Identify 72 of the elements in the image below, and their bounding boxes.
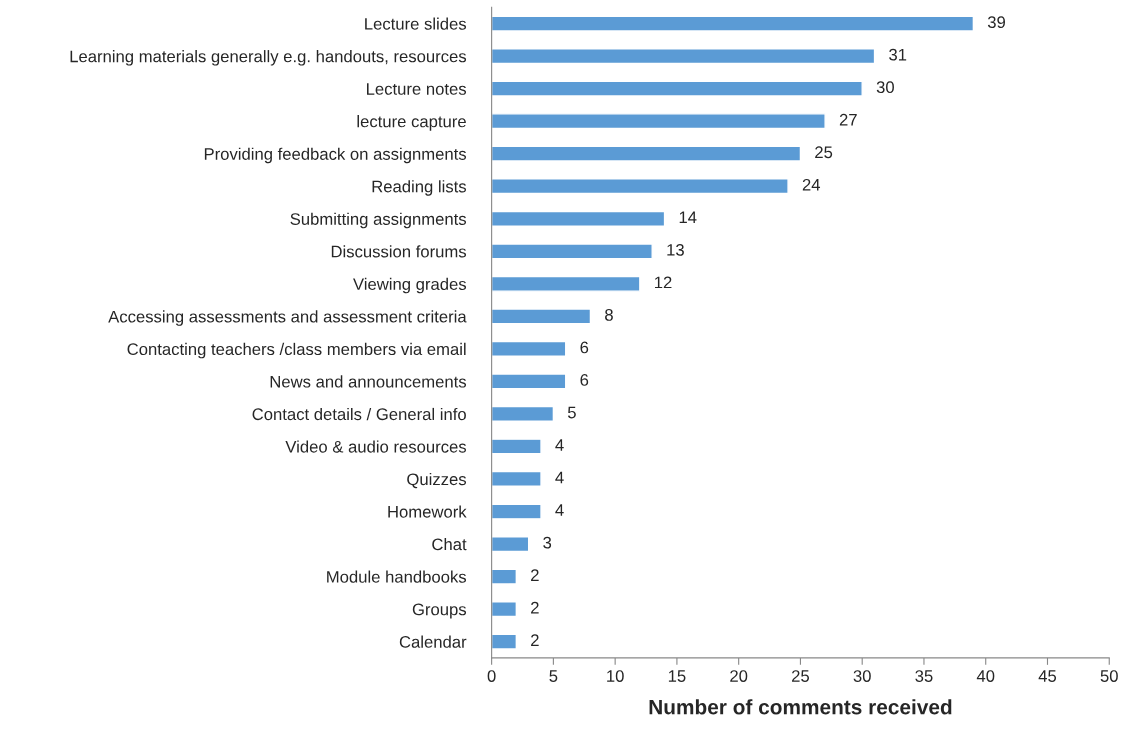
bar bbox=[491, 340, 567, 357]
y-tick-label: Viewing grades bbox=[353, 277, 467, 294]
y-tick-label: Lecture slides bbox=[365, 17, 467, 30]
bar bbox=[491, 568, 518, 585]
bar bbox=[491, 210, 666, 227]
data-label: 6 bbox=[580, 341, 589, 354]
bar bbox=[491, 405, 555, 422]
bar bbox=[491, 48, 876, 65]
data-label: 31 bbox=[889, 48, 907, 61]
bar bbox=[491, 178, 789, 195]
bar bbox=[491, 113, 826, 130]
bar bbox=[491, 308, 592, 325]
x-tick-label: 15 bbox=[668, 670, 686, 682]
data-label: 8 bbox=[605, 309, 613, 321]
y-tick-label: Providing feedback on assignments bbox=[204, 147, 467, 164]
bar bbox=[491, 633, 518, 650]
data-label: 39 bbox=[987, 16, 1006, 29]
y-tick-label: Quizzes bbox=[407, 472, 467, 489]
x-tick-label: 5 bbox=[549, 670, 558, 682]
y-tick-label: News and announcements bbox=[270, 375, 467, 388]
data-label: 14 bbox=[679, 211, 697, 224]
x-tick-label: 10 bbox=[607, 670, 624, 682]
y-tick-label: Learning materials generally e.g. handouts, resources bbox=[70, 50, 467, 66]
bar bbox=[491, 373, 567, 390]
data-label: 3 bbox=[543, 536, 552, 549]
y-tick-label: Reading lists bbox=[372, 180, 467, 196]
x-tick-label: 20 bbox=[730, 670, 748, 682]
bar bbox=[491, 80, 863, 97]
bar bbox=[491, 470, 542, 488]
y-tick-label: Chat bbox=[432, 538, 467, 551]
data-label: 12 bbox=[655, 276, 672, 289]
data-label: 24 bbox=[802, 178, 821, 191]
x-axis-title: Number of comments received bbox=[649, 699, 952, 715]
y-tick-label: Contact details / General info bbox=[252, 407, 466, 421]
y-tick-label: Module handbooks bbox=[327, 570, 467, 583]
y-tick-label: Groups bbox=[412, 603, 467, 619]
y-tick-label: lecture capture bbox=[357, 115, 466, 131]
data-label: 4 bbox=[555, 471, 564, 484]
x-tick-label: 40 bbox=[976, 670, 995, 682]
bar bbox=[491, 438, 542, 455]
bar bbox=[491, 145, 802, 162]
x-tick-label: 25 bbox=[792, 670, 810, 682]
data-label: 25 bbox=[815, 146, 833, 159]
bar bbox=[491, 15, 975, 32]
data-label: 5 bbox=[567, 406, 576, 419]
data-label: 4 bbox=[555, 504, 564, 516]
data-label: 2 bbox=[531, 569, 539, 581]
x-tick-label: 0 bbox=[487, 670, 496, 682]
x-tick-label: 30 bbox=[853, 670, 871, 682]
x-tick-label: 45 bbox=[1038, 670, 1057, 682]
y-tick-label: Submitting assignments bbox=[290, 212, 467, 229]
data-label: 27 bbox=[839, 113, 857, 126]
y-tick-label: Accessing assessments and assessment criteria bbox=[108, 310, 467, 326]
bar bbox=[491, 243, 653, 260]
data-label: 13 bbox=[667, 243, 684, 256]
x-tick-label: 50 bbox=[1100, 670, 1118, 682]
y-tick-label: Lecture notes bbox=[367, 83, 467, 95]
bar bbox=[491, 503, 542, 520]
bar bbox=[491, 275, 641, 292]
bar bbox=[491, 601, 518, 618]
y-tick-label: Calendar bbox=[399, 635, 467, 648]
y-tick-label: Video & audio resources bbox=[285, 440, 467, 453]
data-label: 4 bbox=[555, 439, 564, 451]
y-tick-label: Discussion forums bbox=[331, 245, 467, 258]
bar bbox=[491, 536, 530, 553]
data-label: 6 bbox=[580, 374, 589, 386]
y-tick-label: Contacting teachers /class members via email bbox=[127, 342, 466, 359]
data-label: 2 bbox=[531, 634, 539, 646]
y-tick-label: Homework bbox=[388, 505, 467, 518]
data-label: 2 bbox=[531, 601, 539, 614]
x-tick-label: 35 bbox=[915, 670, 933, 682]
data-label: 30 bbox=[876, 81, 894, 94]
